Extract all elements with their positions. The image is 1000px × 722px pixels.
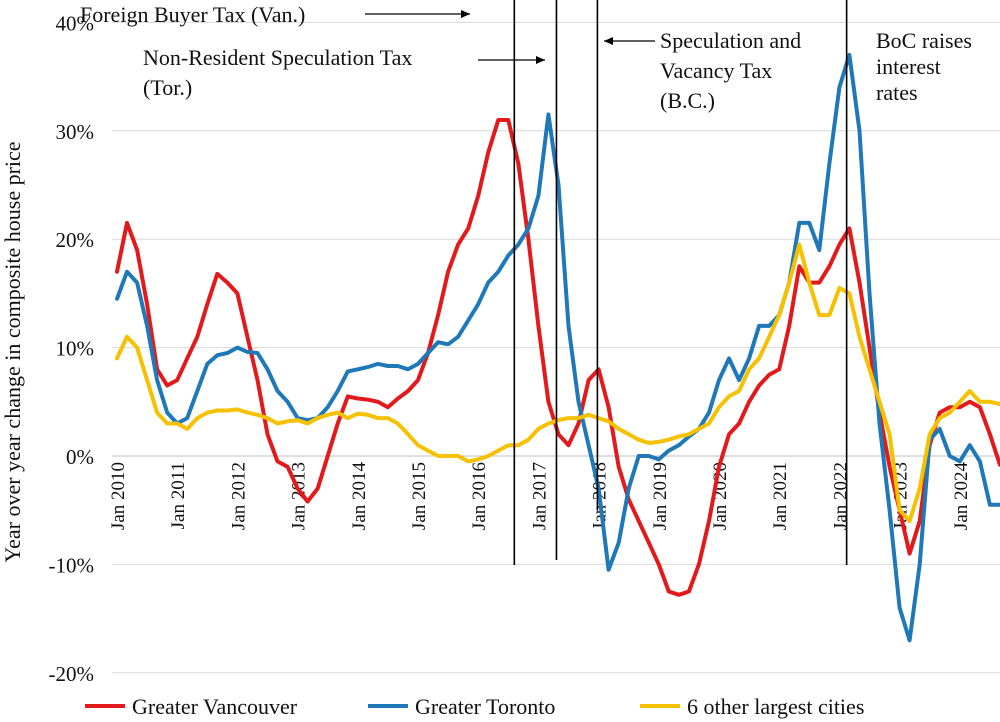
- y-tick-label: 20%: [56, 228, 95, 252]
- event-label: rates: [876, 80, 918, 105]
- series-line-6-other-largest-cities: [115, 242, 1000, 523]
- y-tick-label: 30%: [56, 120, 95, 144]
- event-label: interest: [876, 54, 941, 79]
- event-label: BoC raises: [876, 28, 972, 53]
- legend: Greater Vancouver Greater Toronto 6 other …: [85, 694, 864, 719]
- y-axis-label: Year over year change in composite house…: [0, 141, 25, 562]
- x-tick-label: Jan 2011: [168, 462, 189, 529]
- y-tick-label: -20%: [49, 662, 95, 686]
- x-tick-label: Jan 2010: [108, 462, 129, 530]
- event-annotations: Foreign Buyer Tax (Van.) Non-Resident Spe…: [80, 0, 972, 565]
- x-tick-label: Jan 2021: [770, 462, 791, 530]
- event-label: Vacancy Tax: [660, 58, 772, 83]
- legend-label: Greater Vancouver: [132, 694, 298, 719]
- x-axis-ticks: Jan 2010 Jan 2011 Jan 2012 Jan 2013 Jan 2014…: [108, 462, 972, 531]
- arrow-head-icon: [536, 56, 545, 64]
- y-tick-label: -10%: [49, 553, 95, 577]
- event-label: Speculation and: [660, 28, 801, 53]
- x-tick-label: Jan 2017: [529, 462, 550, 530]
- y-tick-label: 40%: [56, 11, 95, 35]
- y-tick-label: 10%: [56, 337, 95, 361]
- event-label: Non-Resident Speculation Tax: [143, 45, 412, 70]
- x-tick-label: Jan 2014: [349, 462, 370, 531]
- arrow-head-icon: [604, 37, 613, 45]
- arrow-head-icon: [461, 10, 470, 18]
- legend-label: 6 other largest cities: [687, 694, 864, 719]
- event-label: Foreign Buyer Tax (Van.): [80, 2, 305, 27]
- x-tick-label: Jan 2022: [830, 462, 851, 530]
- x-tick-label: Jan 2016: [469, 462, 490, 530]
- series-lines: [115, 52, 1000, 643]
- event-label: (B.C.): [660, 88, 715, 113]
- x-tick-label: Jan 2024: [951, 462, 972, 531]
- x-tick-label: Jan 2015: [409, 462, 430, 530]
- event-label: (Tor.): [143, 75, 192, 100]
- y-tick-label: 0%: [66, 445, 94, 469]
- y-axis-ticks: -20% -10% 0% 10% 20% 30% 40%: [49, 11, 95, 685]
- x-tick-label: Jan 2012: [228, 462, 249, 530]
- x-tick-label: Jan 2019: [650, 462, 671, 530]
- series-line-greater-toronto: [115, 52, 1000, 643]
- legend-label: Greater Toronto: [415, 694, 555, 719]
